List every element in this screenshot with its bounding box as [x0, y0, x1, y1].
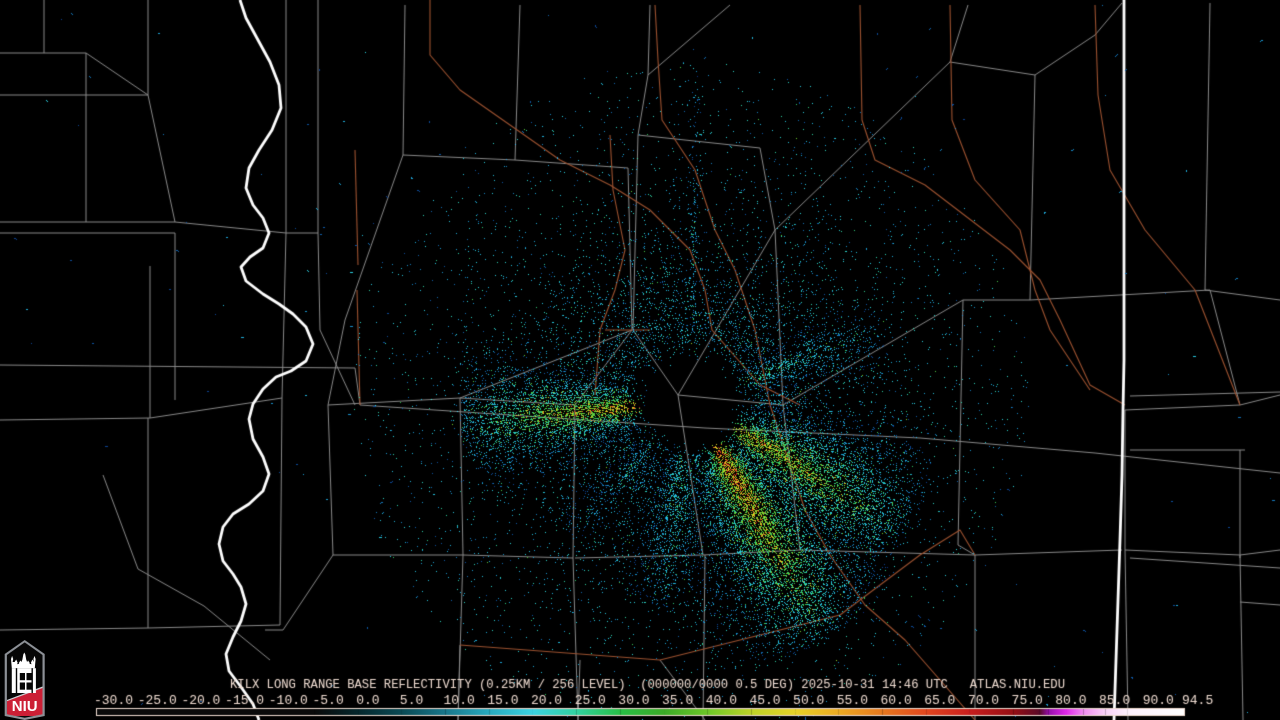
svg-text:NIU: NIU	[12, 698, 38, 715]
